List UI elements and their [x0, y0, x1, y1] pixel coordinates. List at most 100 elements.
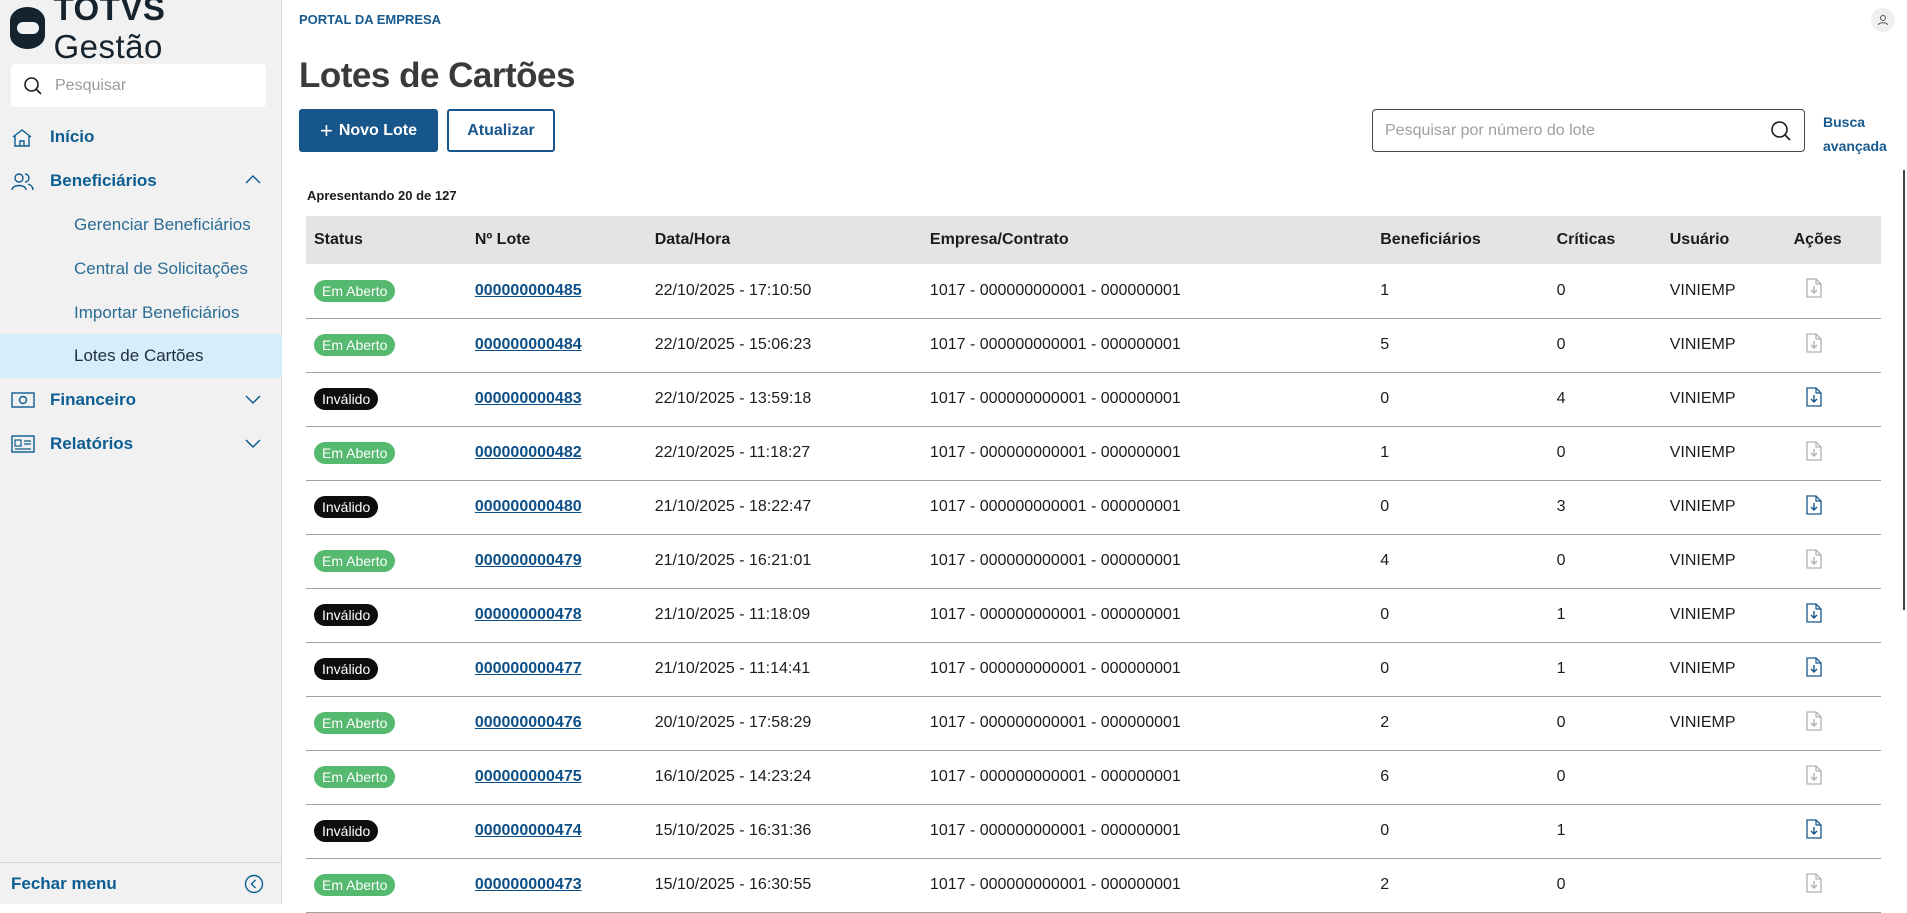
- status-cell: Em Aberto: [306, 264, 467, 318]
- company-contract-cell: 1017 - 000000000001 - 000000001: [922, 696, 1372, 750]
- lot-number-link[interactable]: 000000000480: [475, 498, 582, 515]
- criticas-cell: 0: [1549, 534, 1662, 588]
- sidebar-item-label: Lotes de Cartões: [74, 346, 203, 366]
- date-cell: 20/10/2025 - 17:58:29: [647, 696, 922, 750]
- status-badge: Inválido: [314, 496, 378, 518]
- company-contract-cell: 1017 - 000000000001 - 000000001: [922, 318, 1372, 372]
- company-contract-cell: 1017 - 000000000001 - 000000001: [922, 372, 1372, 426]
- beneficiaries-cell: 6: [1372, 750, 1548, 804]
- sidebar-item-label: Gerenciar Beneficiários: [74, 215, 251, 235]
- table-row: Inválido 000000000480 21/10/2025 - 18:22:4…: [306, 480, 1881, 534]
- lot-cell: 000000000478: [467, 588, 647, 642]
- user-avatar-button[interactable]: [1871, 8, 1895, 32]
- user-cell: VINIEMP: [1662, 534, 1786, 588]
- actions-cell: [1786, 804, 1881, 858]
- close-menu-button[interactable]: Fechar menu: [0, 862, 282, 904]
- user-cell: VINIEMP: [1662, 372, 1786, 426]
- status-badge: Inválido: [314, 604, 378, 626]
- refresh-button[interactable]: Atualizar: [447, 109, 555, 152]
- sidebar-item-lotes-de-cartoes[interactable]: Lotes de Cartões: [0, 334, 282, 378]
- user-cell: VINIEMP: [1662, 588, 1786, 642]
- criticas-cell: 0: [1549, 750, 1662, 804]
- main-content: PORTAL DA EMPRESA Lotes de Cartões +Novo…: [283, 0, 1907, 904]
- download-file-icon: [1806, 711, 1822, 731]
- sidebar-search-input[interactable]: Pesquisar: [11, 64, 266, 107]
- table-row: Em Aberto 000000000484 22/10/2025 - 15:06:…: [306, 318, 1881, 372]
- status-cell: Inválido: [306, 642, 467, 696]
- lot-number-link[interactable]: 000000000475: [475, 768, 582, 785]
- sidebar-item-beneficiarios[interactable]: Beneficiários: [0, 159, 282, 203]
- scrollbar[interactable]: [1903, 170, 1905, 610]
- sidebar-item-label: Relatórios: [50, 434, 133, 454]
- lot-number-link[interactable]: 000000000485: [475, 282, 582, 299]
- lot-search-input[interactable]: Pesquisar por número do lote: [1372, 109, 1805, 152]
- chevron-down-icon: [244, 390, 262, 408]
- column-header: Data/Hora: [647, 216, 922, 264]
- lot-cell: 000000000482: [467, 426, 647, 480]
- lot-number-link[interactable]: 000000000482: [475, 444, 582, 461]
- beneficiaries-cell: 2: [1372, 696, 1548, 750]
- actions-cell: [1786, 696, 1881, 750]
- page-title: Lotes de Cartões: [299, 56, 575, 96]
- download-file-icon[interactable]: [1806, 495, 1822, 515]
- lot-number-link[interactable]: 000000000477: [475, 660, 582, 677]
- portal-label: PORTAL DA EMPRESA: [299, 12, 441, 27]
- download-file-icon: [1806, 549, 1822, 569]
- column-header: Beneficiários: [1372, 216, 1548, 264]
- money-icon: [11, 390, 35, 415]
- date-cell: 21/10/2025 - 16:21:01: [647, 534, 922, 588]
- lot-number-link[interactable]: 000000000479: [475, 552, 582, 569]
- beneficiaries-cell: 0: [1372, 804, 1548, 858]
- download-file-icon[interactable]: [1806, 819, 1822, 839]
- logo: TOTVS Gestão: [10, 6, 281, 50]
- status-badge: Em Aberto: [314, 712, 395, 734]
- lot-cell: 000000000479: [467, 534, 647, 588]
- sidebar-item-label: Financeiro: [50, 390, 136, 410]
- sidebar-item-inicio[interactable]: Início: [0, 115, 282, 159]
- date-cell: 22/10/2025 - 15:06:23: [647, 318, 922, 372]
- result-count: Apresentando 20 de 127: [307, 188, 457, 203]
- lot-number-link[interactable]: 000000000474: [475, 822, 582, 839]
- status-badge: Em Aberto: [314, 442, 395, 464]
- date-cell: 15/10/2025 - 16:31:36: [647, 804, 922, 858]
- date-cell: 21/10/2025 - 18:22:47: [647, 480, 922, 534]
- user-cell: VINIEMP: [1662, 264, 1786, 318]
- status-cell: Em Aberto: [306, 696, 467, 750]
- criticas-cell: 0: [1549, 318, 1662, 372]
- lot-number-link[interactable]: 000000000483: [475, 390, 582, 407]
- beneficiaries-cell: 1: [1372, 426, 1548, 480]
- status-badge: Em Aberto: [314, 874, 395, 896]
- sidebar-item-financeiro[interactable]: Financeiro: [0, 378, 282, 422]
- actions-cell: [1786, 372, 1881, 426]
- download-file-icon[interactable]: [1806, 657, 1822, 677]
- user-cell: [1662, 750, 1786, 804]
- lot-cell: 000000000483: [467, 372, 647, 426]
- lot-number-link[interactable]: 000000000476: [475, 714, 582, 731]
- download-file-icon[interactable]: [1806, 603, 1822, 623]
- date-cell: 16/10/2025 - 14:23:24: [647, 750, 922, 804]
- company-contract-cell: 1017 - 000000000001 - 000000001: [922, 642, 1372, 696]
- sidebar-item-central-de-solicitacoes[interactable]: Central de Solicitações: [0, 247, 282, 291]
- actions-cell: [1786, 534, 1881, 588]
- status-badge: Em Aberto: [314, 334, 395, 356]
- status-cell: Em Aberto: [306, 534, 467, 588]
- lot-search-placeholder: Pesquisar por número do lote: [1385, 122, 1595, 140]
- search-icon[interactable]: [1770, 120, 1792, 142]
- criticas-cell: 1: [1549, 642, 1662, 696]
- status-badge: Em Aberto: [314, 766, 395, 788]
- status-cell: Inválido: [306, 588, 467, 642]
- new-lot-button[interactable]: +Novo Lote: [299, 109, 438, 152]
- criticas-cell: 0: [1549, 264, 1662, 318]
- lot-number-link[interactable]: 000000000484: [475, 336, 582, 353]
- sidebar-item-gerenciar-beneficiarios[interactable]: Gerenciar Beneficiários: [0, 203, 282, 247]
- lot-number-link[interactable]: 000000000473: [475, 876, 582, 893]
- sidebar-item-importar-beneficiarios[interactable]: Importar Beneficiários: [0, 291, 282, 335]
- download-file-icon[interactable]: [1806, 387, 1822, 407]
- actions-cell: [1786, 426, 1881, 480]
- sidebar-item-relatorios[interactable]: Relatórios: [0, 422, 282, 466]
- lot-number-link[interactable]: 000000000478: [475, 606, 582, 623]
